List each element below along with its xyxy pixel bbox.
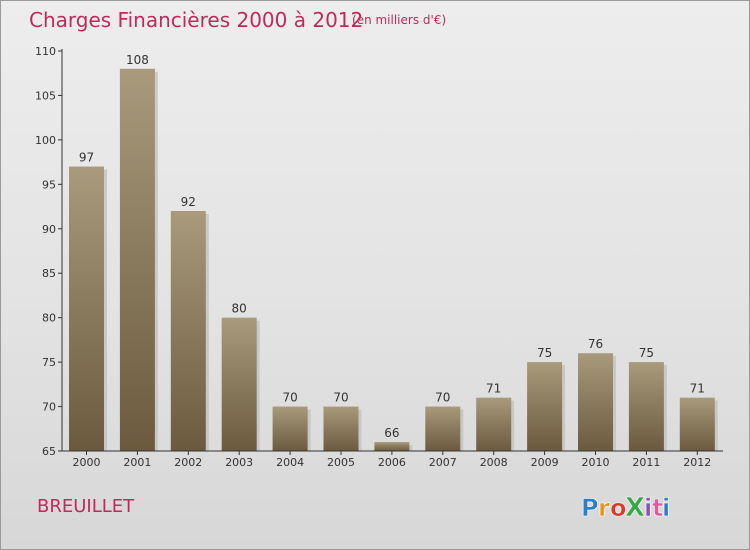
x-tick-label: 2000 bbox=[73, 456, 101, 469]
x-tick-label: 2002 bbox=[174, 456, 202, 469]
x-tick-label: 2007 bbox=[429, 456, 457, 469]
x-tick-label: 2010 bbox=[582, 456, 610, 469]
y-tick-label: 80 bbox=[42, 312, 56, 325]
value-label: 70 bbox=[282, 391, 297, 405]
x-tick-label: 2004 bbox=[276, 456, 304, 469]
x-tick-label: 2006 bbox=[378, 456, 406, 469]
x-tick-label: 2011 bbox=[632, 456, 660, 469]
logo-letter: o bbox=[610, 494, 627, 522]
bar-2012 bbox=[679, 397, 715, 451]
x-tick-label: 2005 bbox=[327, 456, 355, 469]
y-tick-label: 105 bbox=[35, 89, 56, 102]
value-label: 80 bbox=[232, 302, 247, 316]
commune-name: BREUILLET bbox=[37, 496, 135, 517]
bar-2007 bbox=[425, 406, 461, 451]
logo-letter: P bbox=[581, 494, 599, 522]
value-label: 92 bbox=[181, 195, 196, 209]
bar-2003 bbox=[221, 317, 257, 451]
bar-2010 bbox=[578, 353, 613, 451]
y-tick-label: 90 bbox=[42, 223, 56, 236]
logo-letter: t bbox=[652, 494, 663, 522]
y-tick-label: 70 bbox=[42, 401, 56, 414]
logo-letter: r bbox=[598, 494, 610, 522]
bar-2002 bbox=[170, 211, 206, 451]
y-tick-label: 110 bbox=[35, 45, 56, 58]
value-label: 75 bbox=[537, 346, 552, 360]
bar-2001 bbox=[119, 68, 155, 452]
x-tick-label: 2008 bbox=[480, 456, 508, 469]
bar-2008 bbox=[476, 397, 512, 451]
value-label: 66 bbox=[384, 426, 399, 440]
value-label: 70 bbox=[435, 391, 450, 405]
bars-layer: 97 108 92 80 70 70 66 70 71 75 76 75 71 bbox=[69, 53, 718, 452]
x-tick-label: 2003 bbox=[225, 456, 253, 469]
y-tick-label: 95 bbox=[42, 178, 56, 191]
bar-2000 bbox=[69, 166, 104, 452]
chart-title: Charges Financières 2000 à 2012 bbox=[29, 8, 364, 32]
bar-2011 bbox=[628, 362, 664, 451]
x-tick-label: 2012 bbox=[683, 456, 711, 469]
x-tick-label: 2001 bbox=[123, 456, 151, 469]
value-label: 108 bbox=[126, 53, 149, 67]
bar-2004 bbox=[272, 406, 308, 451]
value-label: 70 bbox=[333, 391, 348, 405]
bar-2005 bbox=[323, 406, 359, 451]
value-label: 76 bbox=[588, 337, 603, 351]
bar-2009 bbox=[527, 362, 563, 451]
y-tick-label: 85 bbox=[42, 267, 56, 280]
y-tick-label: 100 bbox=[35, 134, 56, 147]
value-label: 97 bbox=[79, 151, 94, 165]
bar-2006 bbox=[374, 442, 410, 451]
value-label: 71 bbox=[690, 382, 705, 396]
value-label: 71 bbox=[486, 382, 501, 396]
value-label: 75 bbox=[639, 346, 654, 360]
chart-subtitle: (en milliers d'€) bbox=[352, 13, 447, 27]
logo-letter: i bbox=[644, 494, 652, 522]
axis-layer: 2000 2001 2002 2003 2004 2005 2006 2007 2008 2009… bbox=[35, 45, 723, 469]
logo-letter: i bbox=[662, 494, 670, 522]
x-tick-label: 2009 bbox=[531, 456, 559, 469]
y-tick-label: 75 bbox=[42, 356, 56, 369]
y-tick-label: 65 bbox=[42, 445, 56, 458]
logo-letter: X bbox=[625, 493, 645, 523]
